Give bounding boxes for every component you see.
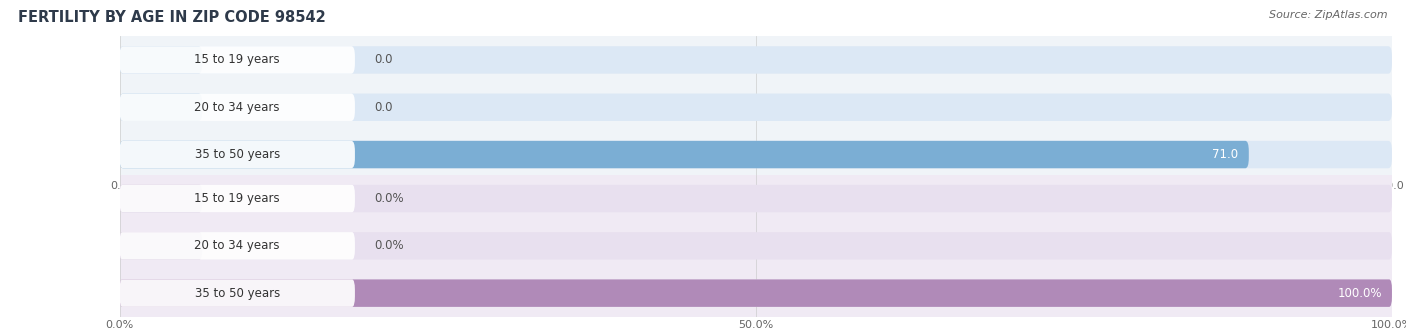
FancyBboxPatch shape: [120, 232, 1392, 260]
Text: 0.0%: 0.0%: [374, 192, 404, 205]
Text: 0.0: 0.0: [374, 101, 392, 114]
FancyBboxPatch shape: [120, 93, 202, 121]
FancyBboxPatch shape: [120, 280, 354, 307]
Text: 35 to 50 years: 35 to 50 years: [194, 148, 280, 161]
FancyBboxPatch shape: [120, 185, 1392, 212]
FancyBboxPatch shape: [120, 93, 1392, 121]
Text: 35 to 50 years: 35 to 50 years: [194, 287, 280, 300]
FancyBboxPatch shape: [120, 141, 1392, 168]
Text: 0.0%: 0.0%: [374, 239, 404, 252]
Text: 0.0: 0.0: [374, 53, 392, 66]
Text: 20 to 34 years: 20 to 34 years: [194, 239, 280, 252]
Text: Source: ZipAtlas.com: Source: ZipAtlas.com: [1270, 10, 1388, 20]
Text: FERTILITY BY AGE IN ZIP CODE 98542: FERTILITY BY AGE IN ZIP CODE 98542: [18, 10, 326, 25]
Text: 15 to 19 years: 15 to 19 years: [194, 192, 280, 205]
FancyBboxPatch shape: [120, 46, 354, 74]
Text: 71.0: 71.0: [1212, 148, 1239, 161]
FancyBboxPatch shape: [120, 46, 1392, 74]
Text: 100.0%: 100.0%: [1337, 287, 1382, 300]
FancyBboxPatch shape: [120, 280, 1392, 307]
FancyBboxPatch shape: [120, 185, 354, 212]
FancyBboxPatch shape: [120, 185, 202, 212]
FancyBboxPatch shape: [120, 232, 354, 260]
Text: 15 to 19 years: 15 to 19 years: [194, 53, 280, 66]
FancyBboxPatch shape: [120, 141, 354, 168]
FancyBboxPatch shape: [120, 280, 1392, 307]
FancyBboxPatch shape: [120, 141, 1249, 168]
FancyBboxPatch shape: [120, 93, 354, 121]
FancyBboxPatch shape: [120, 46, 202, 74]
FancyBboxPatch shape: [120, 232, 202, 260]
Text: 20 to 34 years: 20 to 34 years: [194, 101, 280, 114]
